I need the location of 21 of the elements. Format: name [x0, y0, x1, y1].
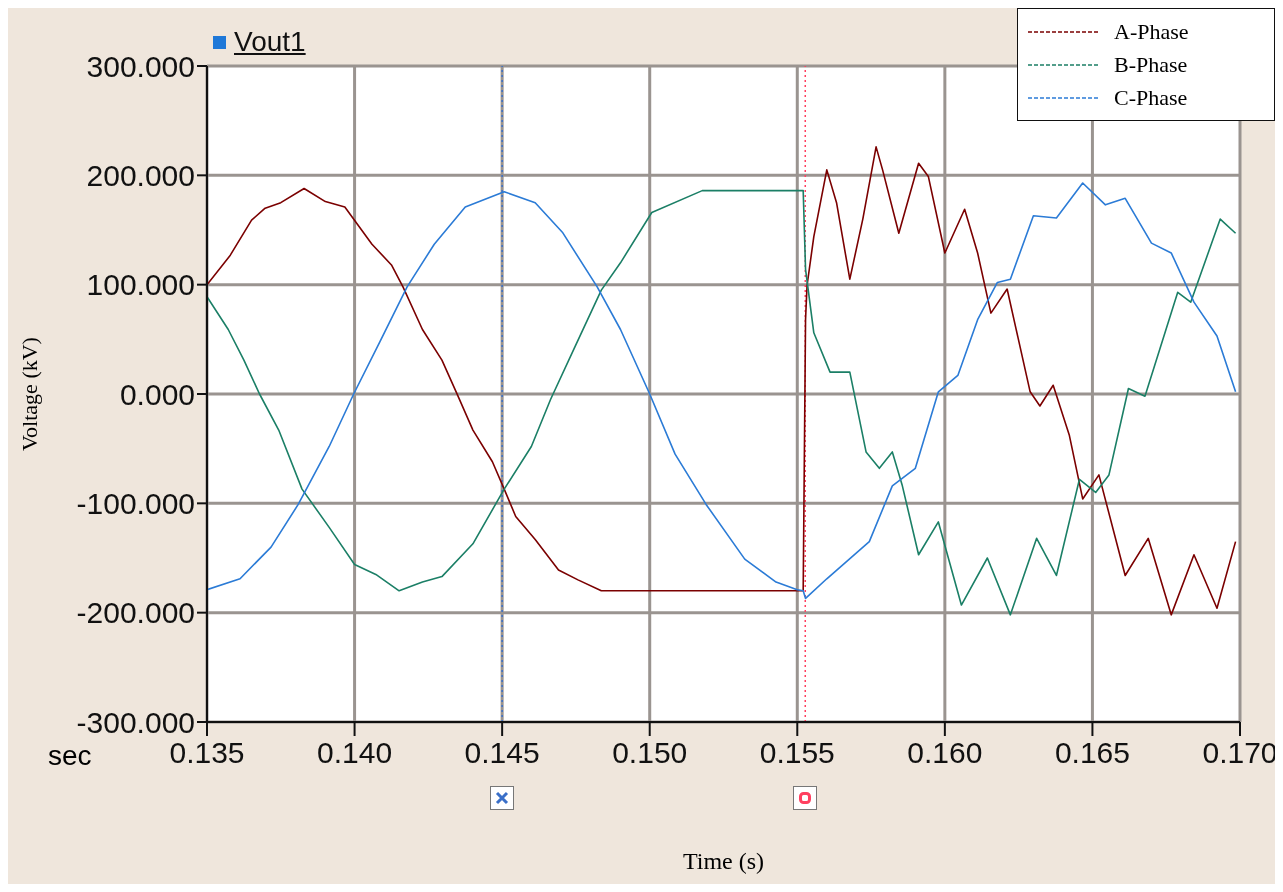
y-tick-label: 0.000: [119, 377, 195, 411]
y-tick-label: -200.000: [76, 596, 195, 630]
text: sec: [48, 740, 92, 772]
y-tick-label: 300.000: [86, 49, 195, 83]
y-tick-label: -100.000: [76, 486, 195, 520]
x-tick-label: 0.165: [1054, 736, 1130, 770]
x-axis-title: Time (s): [682, 848, 765, 875]
y-tick-label: 100.000: [86, 268, 195, 302]
x-tick-label: 0.150: [612, 736, 688, 770]
x-tick-label: 0.145: [464, 736, 540, 770]
x-tick-label: 0.140: [317, 736, 393, 770]
legend-label: B-Phase: [1114, 51, 1188, 78]
chart-title: Vout1: [234, 26, 306, 58]
y-tick-label: -300.000: [76, 705, 195, 739]
x-tick-label: 0.155: [759, 736, 835, 770]
legend-label: A-Phase: [1114, 18, 1189, 45]
x-tick-label: 0.160: [907, 736, 983, 770]
y-axis-title: Voltage (kV): [17, 337, 43, 451]
y-tick-label: 200.000: [86, 158, 195, 192]
x-tick-label: 0.135: [169, 736, 245, 770]
legend-label: C-Phase: [1114, 84, 1188, 111]
